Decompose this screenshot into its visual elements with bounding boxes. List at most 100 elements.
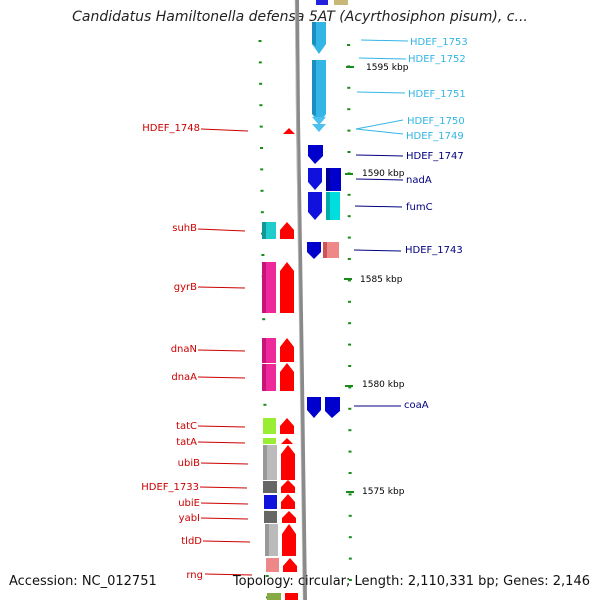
accession-text: Accession: NC_012751	[9, 574, 157, 589]
label-ubiE[interactable]: ubiE	[178, 498, 249, 509]
tick-mark	[347, 236, 351, 239]
label-HDEF_1753[interactable]: HDEF_1753	[360, 37, 468, 48]
gene-tatC[interactable]	[263, 418, 294, 434]
tick-mark	[347, 193, 351, 196]
tick-mark	[347, 129, 351, 132]
label-gyrB[interactable]: gyrB	[174, 282, 246, 293]
gene-ubiB[interactable]	[263, 445, 295, 480]
gene-suhB[interactable]	[262, 222, 294, 239]
svg-text:nadA: nadA	[406, 175, 432, 186]
tick-mark	[347, 86, 351, 89]
gene-HDEF_1748[interactable]	[283, 128, 295, 134]
gene-nadA-left-block[interactable]	[308, 168, 322, 190]
label-HDEF_1743[interactable]: HDEF_1743	[353, 245, 463, 256]
gene-HDEF_1743-left-block[interactable]	[307, 242, 321, 259]
label-coaA[interactable]: coaA	[354, 400, 429, 411]
tick-mark	[260, 211, 264, 214]
gene-gyrB[interactable]	[262, 262, 294, 313]
tick-mark	[258, 61, 262, 64]
svg-text:fumC: fumC	[406, 202, 433, 213]
gene-coaA[interactable]	[325, 397, 340, 418]
scale-1575: 1575 kbp	[346, 487, 405, 497]
svg-text:1580 kbp: 1580 kbp	[362, 380, 405, 390]
tick-mark	[348, 450, 352, 453]
gene-fumC[interactable]	[326, 192, 340, 220]
svg-text:tatA: tatA	[176, 437, 197, 448]
label-HDEF_1733[interactable]: HDEF_1733	[141, 482, 248, 493]
gene-coaA-left-block[interactable]	[307, 397, 321, 418]
scale-1585: 1585 kbp	[344, 275, 403, 285]
gene-HDEF_1750[interactable]	[312, 117, 326, 125]
label-yabI[interactable]: yabI	[179, 513, 249, 524]
tick-mark	[347, 258, 351, 260]
gene-tldD[interactable]	[265, 524, 296, 556]
gene-rng[interactable]	[266, 558, 297, 572]
svg-text:1590 kbp: 1590 kbp	[362, 169, 405, 179]
svg-text:1585 kbp: 1585 kbp	[360, 275, 403, 285]
tick-mark	[348, 407, 352, 410]
label-suhB[interactable]: suhB	[172, 223, 246, 234]
label-nadA[interactable]: nadA	[355, 175, 432, 186]
label-HDEF_1749[interactable]: HDEF_1749	[355, 128, 464, 142]
gene-fumC-left-block[interactable]	[308, 192, 322, 220]
svg-text:tldD: tldD	[181, 536, 202, 547]
tick-mark	[260, 147, 263, 149]
label-ubiB[interactable]: ubiB	[178, 458, 249, 469]
label-HDEF_1750[interactable]: HDEF_1750	[355, 116, 465, 130]
svg-text:HDEF_1743: HDEF_1743	[405, 245, 463, 256]
tick-mark	[347, 44, 351, 46]
gene-dnaN[interactable]	[262, 338, 294, 363]
gene-yabI[interactable]	[264, 511, 296, 523]
tick-mark	[347, 279, 351, 282]
gene-HDEF_1747[interactable]	[308, 145, 323, 164]
label-HDEF_1747[interactable]: HDEF_1747	[355, 151, 464, 162]
genome-axis-highlight	[294, 0, 304, 600]
tick-mark	[348, 386, 352, 389]
svg-text:yabI: yabI	[179, 513, 200, 524]
tick-mark	[260, 189, 264, 192]
tick-mark	[348, 579, 352, 581]
label-fumC[interactable]: fumC	[354, 202, 433, 213]
gene-HDEF_1753[interactable]	[312, 22, 326, 54]
gene-HDEF_1743[interactable]	[323, 242, 339, 258]
svg-text:HDEF_1752: HDEF_1752	[408, 54, 466, 65]
tick-mark	[259, 82, 263, 85]
tick-mark	[259, 125, 263, 128]
tick-mark	[348, 493, 352, 496]
map-title: Candidatus Hamiltonella defensa 5AT (Acy…	[72, 9, 528, 25]
tick-mark	[348, 365, 352, 367]
svg-text:tatC: tatC	[176, 421, 197, 432]
gene-tatA[interactable]	[263, 438, 293, 444]
label-tldD[interactable]: tldD	[181, 536, 251, 547]
tick-mark	[347, 108, 351, 111]
label-HDEF_1751[interactable]: HDEF_1751	[356, 89, 466, 100]
top-feature-blue[interactable]	[316, 0, 328, 5]
svg-text:1595 kbp: 1595 kbp	[366, 63, 409, 73]
label-rng[interactable]: rng	[186, 570, 253, 581]
label-tatA[interactable]: tatA	[176, 437, 246, 448]
genome-axis	[295, 0, 307, 600]
label-dnaN[interactable]: dnaN	[171, 344, 246, 355]
label-HDEF_1748[interactable]: HDEF_1748	[142, 123, 249, 134]
gene-ubiE[interactable]	[264, 494, 295, 509]
svg-text:1575 kbp: 1575 kbp	[362, 487, 405, 497]
label-tatC[interactable]: tatC	[176, 421, 246, 432]
svg-text:HDEF_1750: HDEF_1750	[407, 116, 465, 127]
label-dnaA[interactable]: dnaA	[171, 372, 246, 383]
gene-nadA[interactable]	[326, 168, 341, 191]
gene-HDEF_1749[interactable]	[312, 124, 326, 132]
label-HDEF_1752[interactable]: HDEF_1752	[358, 54, 466, 65]
topology-text: Topology: circular; Length: 2,110,331 bp…	[232, 574, 590, 589]
tick-mark	[348, 472, 352, 474]
gene-HDEF_1751[interactable]	[312, 60, 326, 124]
tick-mark	[262, 318, 266, 321]
top-feature-tan[interactable]	[334, 0, 348, 5]
tick-mark	[348, 343, 352, 346]
svg-text:HDEF_1751: HDEF_1751	[408, 89, 466, 100]
gene-HDEF_1733[interactable]	[263, 480, 295, 493]
scale-1595: 1595 kbp	[346, 63, 409, 73]
tick-mark	[348, 322, 352, 325]
svg-text:coaA: coaA	[404, 400, 429, 411]
tick-mark	[265, 575, 269, 577]
gene-dnaA[interactable]	[262, 363, 294, 391]
